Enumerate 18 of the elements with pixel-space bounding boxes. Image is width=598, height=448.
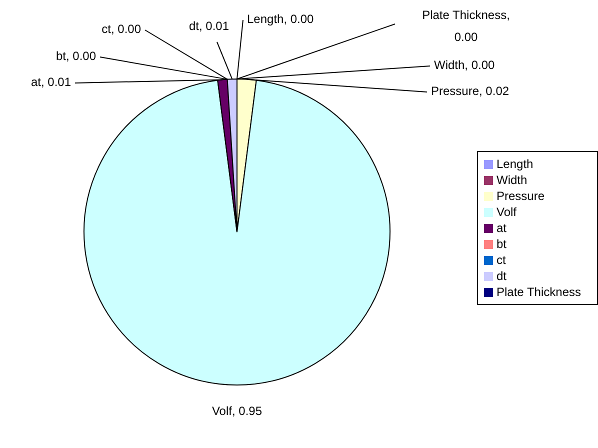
- legend-label: dt: [496, 269, 507, 283]
- legend-label: bt: [496, 237, 507, 251]
- text: ct, 0.00: [102, 22, 141, 36]
- data-label: at, 0.01: [30, 75, 72, 90]
- text: bt, 0.00: [56, 49, 96, 64]
- legend-label: Width: [496, 173, 528, 187]
- data-label: Volf, 0.95: [212, 404, 262, 418]
- text: Length, 0.00: [247, 12, 314, 26]
- legend-label: at: [496, 221, 507, 235]
- text: Width, 0.00: [434, 58, 495, 72]
- legend-label: Length: [496, 157, 534, 171]
- legend-label: Volf: [496, 205, 517, 219]
- legend-label: Plate Thickness: [496, 285, 581, 299]
- data-label: Pressure, 0.02: [431, 84, 510, 98]
- data-label: dt, 0.01: [188, 19, 230, 34]
- text: Plate Thickness, 0.00: [422, 8, 510, 44]
- legend-label: Pressure: [496, 189, 545, 203]
- legend-label: ct: [496, 253, 506, 267]
